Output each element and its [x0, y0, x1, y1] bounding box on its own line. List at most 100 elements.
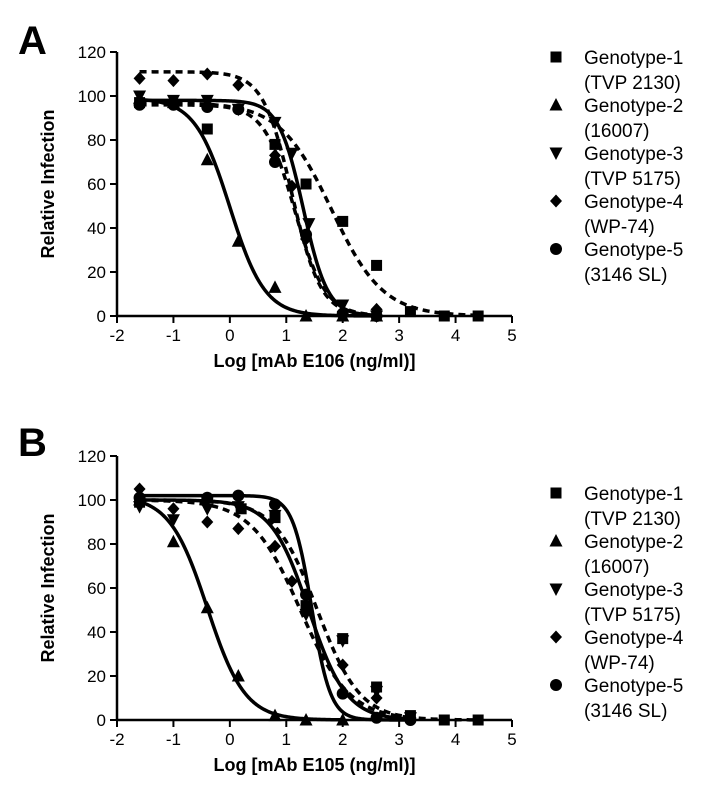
- data-point-genotype-3: [133, 501, 147, 514]
- legend-label: Genotype-1: [584, 48, 683, 69]
- data-point-genotype-1: [472, 310, 484, 322]
- y-tick-label: 20: [87, 667, 106, 686]
- data-point-genotype-2: [166, 534, 180, 548]
- legend-marker-genotype-1: [550, 487, 562, 499]
- fit-curve-genotype-5: [139, 103, 377, 317]
- chart-panel-a: A 0 20 40 60 80 100 120 -2 -1 0 1 2 3 4 5 Log [mAb E106 …: [18, 19, 684, 371]
- legend-sublabel: (WP-74): [584, 217, 655, 238]
- data-point-genotype-5: [269, 498, 281, 511]
- legend-sublabel: (TVP 5175): [584, 605, 681, 626]
- data-point-genotype-3: [285, 147, 299, 161]
- fit-curve-genotype-3: [139, 98, 377, 318]
- legend-label: Genotype-4: [584, 192, 684, 213]
- data-point-genotype-3: [166, 514, 180, 527]
- fit-curve-genotype-4: [139, 70, 377, 318]
- data-point-genotype-3: [231, 501, 245, 514]
- legend-marker-genotype-2: [549, 534, 563, 547]
- y-tick-label: 120: [78, 43, 106, 62]
- x-tick-label: -1: [166, 730, 181, 749]
- y-tick-label: 20: [87, 263, 106, 282]
- data-point-genotype-4: [285, 179, 298, 193]
- legend-marker-genotype-1: [550, 51, 562, 63]
- x-tick-label: 2: [338, 730, 347, 749]
- data-point-genotype-5: [232, 489, 245, 502]
- data-point-genotype-3: [268, 509, 282, 523]
- x-tick-label: 3: [394, 730, 403, 749]
- x-tick-label: 0: [225, 326, 234, 345]
- data-point-genotype-4: [232, 78, 245, 92]
- panel-letter: A: [18, 19, 47, 63]
- y-tick-label: 100: [78, 87, 106, 106]
- x-tick-label: 1: [282, 730, 291, 749]
- data-point-genotype-5: [300, 228, 313, 241]
- data-point-genotype-1: [201, 123, 213, 135]
- x-tick-label: 5: [507, 326, 516, 345]
- data-point-genotype-1: [235, 503, 247, 515]
- y-tick-label: 60: [87, 579, 106, 598]
- x-axis-label: Log [mAb E106 (ng/ml)]: [214, 351, 416, 371]
- data-point-genotype-1: [438, 714, 450, 726]
- panel-letter: B: [18, 421, 47, 465]
- data-point-genotype-2: [299, 713, 313, 726]
- legend-label: Genotype-1: [584, 484, 683, 505]
- y-tick-label: 0: [97, 711, 106, 730]
- data-point-genotype-4: [232, 522, 245, 536]
- data-point-genotype-2: [336, 713, 350, 726]
- legend-sublabel: (TVP 2130): [584, 509, 681, 530]
- data-point-genotype-1: [337, 215, 349, 227]
- legend-sublabel: (TVP 5175): [584, 169, 681, 190]
- legend-sublabel: (3146 SL): [584, 701, 667, 722]
- data-point-genotype-1: [371, 259, 383, 271]
- x-tick-label: 2: [338, 326, 347, 345]
- y-tick-label: 40: [87, 219, 106, 238]
- x-axis-label: Log [mAb E105 (ng/ml)]: [214, 755, 416, 775]
- legend-label: Genotype-4: [584, 628, 684, 649]
- data-point-genotype-4: [285, 574, 298, 588]
- data-point-genotype-5: [269, 156, 281, 168]
- data-point-genotype-3: [133, 90, 147, 103]
- data-point-genotype-5: [167, 98, 180, 111]
- fit-curve-genotype-1: [139, 100, 479, 318]
- x-tick-label: 3: [394, 326, 403, 345]
- data-point-genotype-2: [299, 309, 313, 322]
- x-tick-label: -2: [109, 730, 124, 749]
- data-point-genotype-5: [201, 101, 214, 113]
- x-tick-label: 1: [282, 326, 291, 345]
- legend-sublabel: (WP-74): [584, 653, 655, 674]
- data-point-genotype-2: [200, 600, 214, 614]
- data-point-genotype-5: [336, 687, 349, 700]
- legend-marker-genotype-5: [550, 243, 562, 255]
- data-point-genotype-1: [300, 178, 312, 190]
- data-point-genotype-2: [268, 708, 282, 722]
- data-point-genotype-5: [404, 714, 417, 726]
- data-point-genotype-3: [302, 218, 316, 231]
- legend-label: Genotype-3: [584, 144, 683, 165]
- legend-sublabel: (16007): [584, 121, 650, 142]
- y-tick-label: 80: [87, 131, 106, 150]
- data-point-genotype-5: [232, 103, 245, 116]
- data-point-genotype-1: [269, 138, 281, 150]
- data-point-genotype-2: [200, 152, 214, 166]
- data-point-genotype-4: [167, 502, 180, 516]
- y-axis-label: Relative Infection: [38, 513, 58, 662]
- y-tick-label: 120: [78, 447, 106, 466]
- y-tick-label: 60: [87, 175, 106, 194]
- data-point-genotype-4: [133, 482, 146, 496]
- data-point-genotype-3: [268, 116, 282, 130]
- x-tick-label: 5: [507, 730, 516, 749]
- fit-curve-genotype-4: [139, 498, 411, 720]
- chart-panel-b: B 0 20 40 60 80 100 120 -2 -1 0 1 2 3 4 5 Log [mAb E105 …: [18, 421, 684, 775]
- data-point-genotype-2: [268, 280, 282, 293]
- y-tick-label: 40: [87, 623, 106, 642]
- data-point-genotype-5: [133, 98, 146, 111]
- data-point-genotype-3: [200, 503, 214, 516]
- data-point-genotype-4: [269, 539, 281, 553]
- legend-label: Genotype-2: [584, 96, 683, 117]
- legend-sublabel: (TVP 2130): [584, 73, 681, 94]
- x-tick-label: 4: [451, 730, 460, 749]
- legend-label: Genotype-5: [584, 676, 683, 697]
- y-tick-label: 80: [87, 535, 106, 554]
- fit-curve-genotype-3: [139, 498, 411, 721]
- data-point-genotype-1: [404, 306, 416, 318]
